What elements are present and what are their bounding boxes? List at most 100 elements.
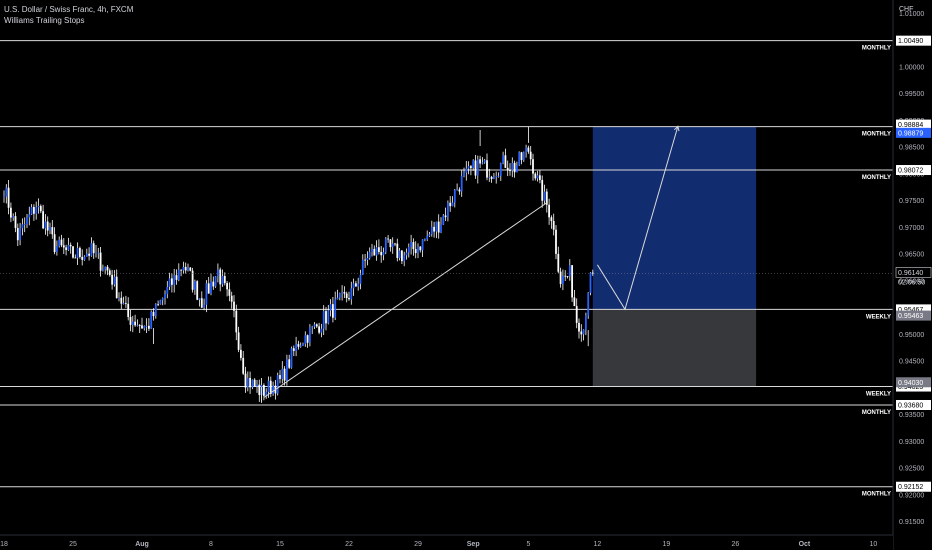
price-tick: 0.96500 [899,252,924,259]
candle-body [380,251,383,256]
candle-body [171,278,173,285]
candle-body [235,310,238,333]
candle-body [81,256,84,260]
candle-body [53,234,56,253]
candle-body [10,207,12,218]
candle-body [292,348,295,351]
price-tag: 0.94030 [898,380,923,387]
candle-body [364,259,366,261]
candle-body [134,321,136,326]
candle-body [265,391,268,396]
candle-body [578,322,580,332]
candle-body [486,160,488,178]
candle-body [3,196,5,198]
candle-body [516,165,518,173]
price-tick: 0.97000 [899,225,924,232]
candle-body [407,246,410,253]
time-tick: 19 [663,541,671,548]
candle-body [451,202,454,207]
candle-body [203,304,205,308]
candle-body [58,239,61,247]
candle-body [453,189,456,203]
level-tag: WEEKLY [866,314,891,320]
level-price-label: 0.98884 [898,122,923,129]
candle-body [290,348,293,368]
candle-body [240,349,242,358]
position-stop-zone [592,309,757,387]
chart-header: U.S. Dollar / Swiss Franc, 4h, FXCM Will… [4,4,133,26]
candle-body [396,243,399,259]
candle-body [217,269,219,277]
candle-body [341,292,343,294]
candle-body [131,321,134,325]
price-axis[interactable]: CHF1.010001.005001.000000.995000.990000.… [892,0,932,550]
countdown-label: 02:06:50 [898,279,925,286]
candle-body [279,375,281,379]
price-tick: 1.00000 [899,64,924,71]
price-tag-bg [896,310,931,321]
candle-body [226,283,228,290]
candle-body [557,253,560,272]
indicator-label[interactable]: Williams Trailing Stops [4,16,85,25]
candle-body [357,283,360,287]
candle-body [60,239,63,246]
candle-body [343,292,346,294]
candle-body [122,303,125,305]
candle-body [490,176,493,180]
candle-body [412,242,415,250]
candle-body [79,247,81,257]
candle-body [74,257,77,259]
candle-body [191,270,194,290]
candle-body [562,275,564,285]
candle-body [444,215,447,218]
candle-body [545,191,548,205]
candle-body [198,298,201,300]
candle-body [481,162,484,164]
candle-body [166,286,169,295]
candle-body [426,235,429,240]
candle-body [463,172,465,176]
price-tick: 0.99500 [899,91,924,98]
candle-body [582,329,585,335]
position-tool[interactable] [592,126,757,387]
level-price-label-bg [896,35,931,46]
candle-body [118,297,120,299]
candle-body [219,269,222,285]
candle-body [251,379,254,388]
candle-body [488,176,491,178]
candle-body [12,216,15,218]
candle-body [221,276,224,285]
level-price-label: 0.95467 [898,307,923,314]
candle-body [138,325,141,326]
symbol-title[interactable]: U.S. Dollar / Swiss Franc, 4h, FXCM [4,5,134,14]
candle-body [509,170,511,172]
price-tick: 0.98500 [899,145,924,152]
candle-body [26,217,28,225]
candle-body [256,384,258,387]
candle-body [476,159,479,176]
candle-body [83,256,86,260]
candle-body [513,162,516,173]
time-tick: 18 [0,541,8,548]
level-tag: MONTHLY [862,492,891,498]
candle-body [92,243,95,254]
time-axis[interactable]: 1825Aug8152229Sep5121926Oct1017 [0,534,932,550]
candle-body [470,166,472,169]
candle-body [65,247,67,250]
candle-body [76,247,79,258]
time-tick: 22 [345,541,353,548]
candle-body [246,378,249,388]
price-tick: 0.93500 [899,412,924,419]
candle-body [46,221,49,231]
level-price-label-bg [896,304,931,315]
drawings[interactable] [0,125,893,398]
candle-body [555,229,557,254]
candle-body [205,283,208,305]
candle-body [378,247,380,252]
candle-body [495,175,498,178]
position-target-zone [592,126,757,310]
candle-body [332,304,334,318]
candle-body [366,257,369,260]
candle-body [21,224,24,229]
